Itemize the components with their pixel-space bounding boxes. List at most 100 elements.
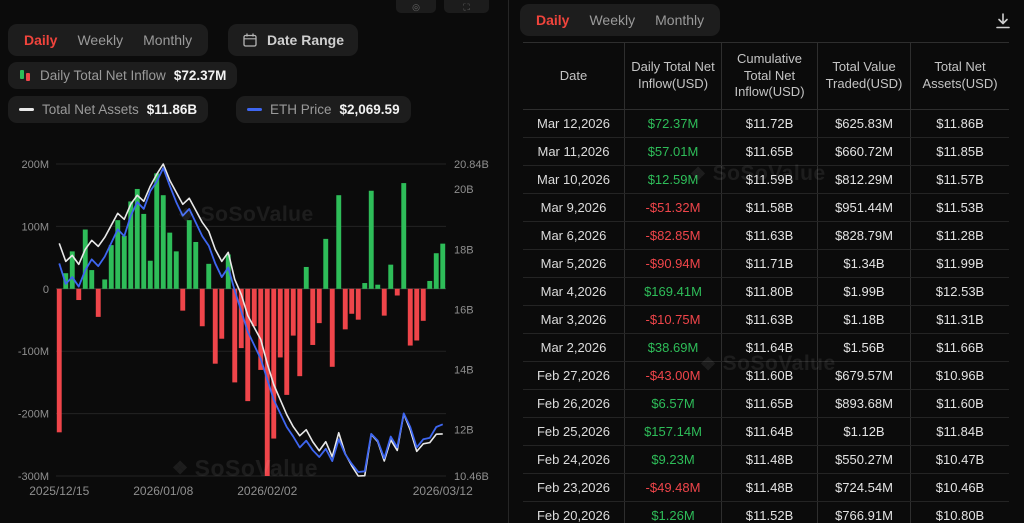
svg-text:16B: 16B <box>454 304 474 316</box>
inflow-cell: $6.57M <box>625 390 722 417</box>
column-header: Cumulative Total Net Inflow(USD) <box>722 43 818 109</box>
date-cell: Feb 27,2026 <box>523 362 625 389</box>
table-row: Mar 10,2026 $12.59M $11.59B $812.29M $11.57B <box>523 166 1009 194</box>
calendar-icon <box>243 33 257 47</box>
cumulative-cell: $11.48B <box>722 446 818 473</box>
table-row: Mar 6,2026 -$82.85M $11.63B $828.79M $11.28B <box>523 222 1009 250</box>
table-row: Mar 5,2026 -$90.94M $11.71B $1.34B $11.99B <box>523 250 1009 278</box>
table-period-tabs: Daily Weekly Monthly <box>520 4 721 36</box>
traded-cell: $724.54M <box>818 474 911 501</box>
svg-text:-300M: -300M <box>18 471 49 483</box>
assets-cell: $11.31B <box>936 312 984 327</box>
assets-cell: $10.47B <box>935 452 985 467</box>
assets-cell: $11.84B <box>936 424 984 439</box>
table-row: Mar 9,2026 -$51.32M $11.58B $951.44M $11.53B <box>523 194 1009 222</box>
date-cell: Mar 12,2026 <box>523 110 625 137</box>
bar-series-icon <box>19 69 32 82</box>
cumulative-cell: $11.58B <box>722 194 818 221</box>
svg-text:200M: 200M <box>21 159 49 171</box>
table-row: Mar 12,2026 $72.37M $11.72B $625.83M $11.86B <box>523 110 1009 138</box>
flow-table[interactable]: Date Daily Total Net Inflow(USD) Cumulativ… <box>523 42 1009 523</box>
inflow-cell: -$90.94M <box>625 250 722 277</box>
assets-cell: $10.80B <box>935 508 985 523</box>
assets-cell: $11.86B <box>936 116 984 131</box>
traded-cell: $893.68M <box>818 390 911 417</box>
inflow-cell: $9.23M <box>625 446 722 473</box>
net-inflow-chart[interactable]: 200M 100M 0 -100M -200M -300M 20.84B 20B 18B 16B 1… <box>10 150 502 508</box>
date-range-button[interactable]: Date Range <box>228 24 359 56</box>
column-header: Date <box>523 43 625 109</box>
cumulative-cell: $11.72B <box>722 110 818 137</box>
traded-cell: $679.57M <box>818 362 911 389</box>
traded-cell: $625.83M <box>818 110 911 137</box>
inflow-cell: -$43.00M <box>625 362 722 389</box>
table-body[interactable]: Mar 12,2026 $72.37M $11.72B $625.83M $11.86B… <box>523 110 1009 523</box>
tab-daily[interactable]: Daily <box>536 12 570 28</box>
legend-label: ETH Price <box>270 102 332 117</box>
svg-text:20.84B: 20.84B <box>454 159 489 171</box>
tab-daily[interactable]: Daily <box>24 32 58 48</box>
table-row: Feb 25,2026 $157.14M $11.64B $1.12B $11.84B <box>523 418 1009 446</box>
inflow-cell: $157.14M <box>625 418 722 445</box>
traded-cell: $766.91M <box>818 502 911 523</box>
cumulative-cell: $11.48B <box>722 474 818 501</box>
column-header: Total Value Traded(USD) <box>818 43 911 109</box>
cumulative-cell: $11.63B <box>722 306 818 333</box>
table-row: Feb 20,2026 $1.26M $11.52B $766.91M $10.80B <box>523 502 1009 523</box>
table-row: Feb 23,2026 -$49.48M $11.48B $724.54M $10.46… <box>523 474 1009 502</box>
date-cell: Mar 9,2026 <box>523 194 625 221</box>
column-header: Total Net Assets(USD) <box>922 59 998 91</box>
date-cell: Mar 3,2026 <box>523 306 625 333</box>
date-cell: Mar 2,2026 <box>523 334 625 361</box>
date-cell: Mar 6,2026 <box>523 222 625 249</box>
traded-cell: $1.99B <box>818 278 911 305</box>
tab-monthly[interactable]: Monthly <box>143 32 193 48</box>
date-range-label: Date Range <box>267 32 345 48</box>
chart-period-tabs: Daily Weekly Monthly <box>8 24 209 56</box>
svg-text:20B: 20B <box>454 184 474 196</box>
inflow-cell: $1.26M <box>625 502 722 523</box>
assets-cell: $10.46B <box>935 480 985 495</box>
svg-text:2026/03/12: 2026/03/12 <box>413 484 473 498</box>
svg-text:10.46B: 10.46B <box>454 471 489 483</box>
inflow-cell: $38.69M <box>625 334 722 361</box>
tab-weekly[interactable]: Weekly <box>589 12 636 28</box>
date-cell: Feb 23,2026 <box>523 474 625 501</box>
traded-cell: $660.72M <box>818 138 911 165</box>
svg-text:14B: 14B <box>454 365 474 377</box>
date-cell: Feb 20,2026 <box>523 502 625 523</box>
legend-label: Total Net Assets <box>42 102 139 117</box>
traded-cell: $1.56B <box>818 334 911 361</box>
cumulative-cell: $11.63B <box>722 222 818 249</box>
svg-text:2026/01/08: 2026/01/08 <box>133 484 193 498</box>
fullscreen-icon[interactable]: ⛶ <box>444 0 489 13</box>
assets-cell: $11.28B <box>936 228 984 243</box>
panel-divider <box>508 0 509 523</box>
legend-daily-net-inflow[interactable]: Daily Total Net Inflow $72.37M <box>8 62 238 89</box>
tab-weekly[interactable]: Weekly <box>77 32 124 48</box>
download-icon[interactable] <box>993 11 1013 31</box>
inflow-cell: $57.01M <box>625 138 722 165</box>
date-cell: Mar 11,2026 <box>523 138 625 165</box>
traded-cell: $1.34B <box>818 250 911 277</box>
svg-text:100M: 100M <box>21 221 49 233</box>
legend-total-net-assets[interactable]: Total Net Assets $11.86B <box>8 96 209 123</box>
legend-value: $2,069.59 <box>339 102 400 117</box>
traded-cell: $1.12B <box>818 418 911 445</box>
table-row: Mar 11,2026 $57.01M $11.65B $660.72M $11.85B <box>523 138 1009 166</box>
legend-eth-price[interactable]: ETH Price $2,069.59 <box>236 96 411 123</box>
tab-monthly[interactable]: Monthly <box>655 12 705 28</box>
svg-text:-200M: -200M <box>18 409 49 421</box>
column-header: Daily Total Net Inflow(USD) <box>625 43 722 109</box>
svg-text:-100M: -100M <box>18 346 49 358</box>
cumulative-cell: $11.59B <box>722 166 818 193</box>
table-header-row: Date Daily Total Net Inflow(USD) Cumulativ… <box>523 42 1009 110</box>
cumulative-cell: $11.80B <box>722 278 818 305</box>
table-row: Mar 3,2026 -$10.75M $11.63B $1.18B $11.31B <box>523 306 1009 334</box>
camera-icon[interactable]: ◎ <box>396 0 436 13</box>
traded-cell: $951.44M <box>818 194 911 221</box>
assets-cell: $11.57B <box>936 172 984 187</box>
cumulative-cell: $11.60B <box>722 362 818 389</box>
cumulative-cell: $11.71B <box>722 250 818 277</box>
table-row: Feb 26,2026 $6.57M $11.65B $893.68M $11.60B <box>523 390 1009 418</box>
